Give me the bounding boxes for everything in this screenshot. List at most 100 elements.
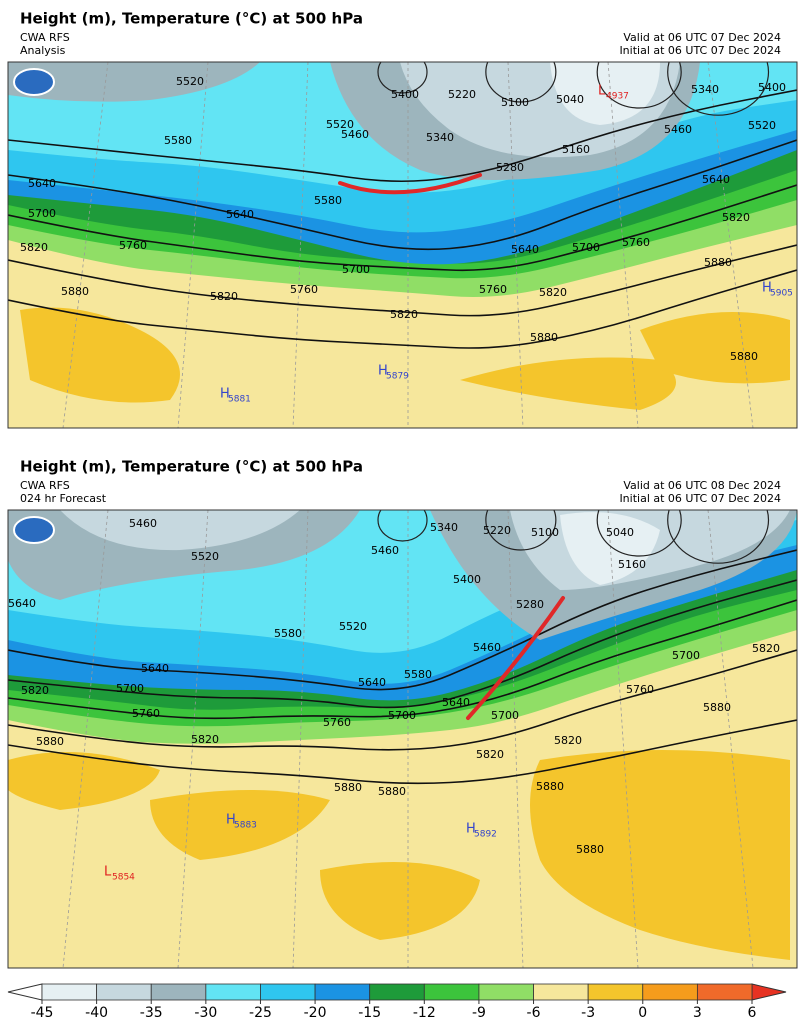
meridian: [62, 510, 109, 968]
contour-label: 5640: [28, 177, 56, 190]
model-name: CWA RFS: [20, 479, 70, 492]
trough-axis: [338, 173, 482, 195]
colorbar-label: -15: [358, 1005, 381, 1021]
contour-label: 5700: [28, 207, 56, 220]
warm-area: [20, 307, 180, 403]
map-border: [7, 61, 798, 429]
colorbar-segment: [423, 983, 480, 1001]
run-kind: Analysis: [20, 44, 66, 57]
contour-label: 5880: [536, 780, 564, 793]
contour-label: 5460: [473, 641, 501, 654]
colorbar-segment: [478, 983, 534, 1001]
center-value: 5881: [228, 395, 251, 405]
colorbar-label: -30: [194, 1005, 217, 1021]
contour-line: [8, 244, 797, 317]
contour-label: 5220: [448, 88, 476, 101]
contour-label: 5100: [501, 96, 529, 109]
contour-label: 5340: [430, 521, 458, 534]
contour-label: 5700: [116, 682, 144, 695]
center-letter: H: [378, 364, 388, 379]
logo: [13, 516, 55, 544]
warm-area: [640, 312, 790, 384]
panel-title: Height (m), Temperature (°C) at 500 hPa: [20, 10, 363, 28]
center-letter: H: [220, 387, 230, 402]
run-kind: 024 hr Forecast: [20, 492, 107, 505]
warm-area: [8, 752, 160, 810]
meridian: [507, 510, 524, 968]
contour-label: 5160: [562, 143, 590, 156]
valid-time: Valid at 06 UTC 07 Dec 2024: [623, 31, 781, 44]
contour-label: 5640: [358, 676, 386, 689]
contour-label: 5880: [730, 350, 758, 363]
colorbar-segment: [205, 983, 261, 1001]
model-name: CWA RFS: [20, 31, 70, 44]
colorbar-segment: [150, 983, 207, 1001]
contour-label: 5520: [339, 620, 367, 633]
contour-line: [485, 62, 557, 103]
contour-label: 5760: [132, 707, 160, 720]
initial-time: Initial at 06 UTC 07 Dec 2024: [619, 492, 781, 505]
colorbar-label: -3: [581, 1005, 595, 1021]
colorbar-label: -12: [413, 1005, 436, 1021]
contour-label: 5040: [556, 93, 584, 106]
contour-label: 5880: [704, 256, 732, 269]
contour-label: 5880: [334, 781, 362, 794]
warm-area: [320, 862, 480, 940]
panel-title: Height (m), Temperature (°C) at 500 hPa: [20, 458, 363, 476]
contour-line: [377, 62, 428, 94]
contour-label: 5760: [323, 716, 351, 729]
colorbar-segment: [41, 983, 98, 1001]
warm-area: [530, 750, 790, 960]
colorbar-segment: [587, 983, 644, 1001]
initial-time: Initial at 06 UTC 07 Dec 2024: [619, 44, 781, 57]
colorbar-segment: [642, 983, 698, 1001]
contour-label: 5820: [539, 286, 567, 299]
center-value: 5905: [770, 289, 793, 299]
contour-label: 5220: [483, 524, 511, 537]
contour-label: 5820: [554, 734, 582, 747]
meridian: [292, 510, 309, 968]
contour-label: 5460: [129, 517, 157, 530]
meridian: [707, 510, 754, 968]
contour-label: 5760: [119, 239, 147, 252]
contour-label: 5160: [618, 558, 646, 571]
contour-label: 5520: [191, 550, 219, 563]
contour-line: [8, 269, 797, 349]
map: [8, 62, 797, 428]
contour-label: 5760: [626, 683, 654, 696]
contour-line: [8, 139, 797, 251]
colorbar-label: -40: [85, 1005, 108, 1021]
valid-time: Valid at 06 UTC 08 Dec 2024: [623, 479, 781, 492]
contour-line: [8, 579, 797, 709]
contour-label: 5640: [442, 696, 470, 709]
colorbar-segment: [260, 983, 316, 1001]
center-value: 5892: [474, 830, 497, 840]
meridian: [62, 62, 109, 428]
contour-label: 5280: [516, 598, 544, 611]
colorbar-segment: [696, 983, 753, 1001]
warm-area: [460, 357, 676, 410]
contour-label: 5640: [702, 173, 730, 186]
center-letter: H: [762, 281, 772, 296]
colorbar-label: -9: [472, 1005, 486, 1021]
meridian: [177, 62, 209, 428]
contour-label: 5700: [672, 649, 700, 662]
contour-label: 5880: [576, 843, 604, 856]
logo: [13, 68, 55, 96]
colorbar-segment: [369, 983, 425, 1001]
contour-line: [485, 510, 557, 551]
contour-label: 5820: [722, 211, 750, 224]
center-letter: L: [104, 865, 112, 880]
contour-line: [667, 62, 770, 116]
colorbar-label: 6: [748, 1005, 757, 1021]
contour-line: [8, 549, 797, 691]
contour-label: 5100: [531, 526, 559, 539]
meridian: [507, 62, 524, 428]
colorbar-label: -6: [527, 1005, 541, 1021]
contour-label: 5820: [210, 290, 238, 303]
contour-label: 5580: [404, 668, 432, 681]
contour-label: 5700: [388, 709, 416, 722]
contour-label: 5820: [21, 684, 49, 697]
contour-label: 5040: [606, 526, 634, 539]
